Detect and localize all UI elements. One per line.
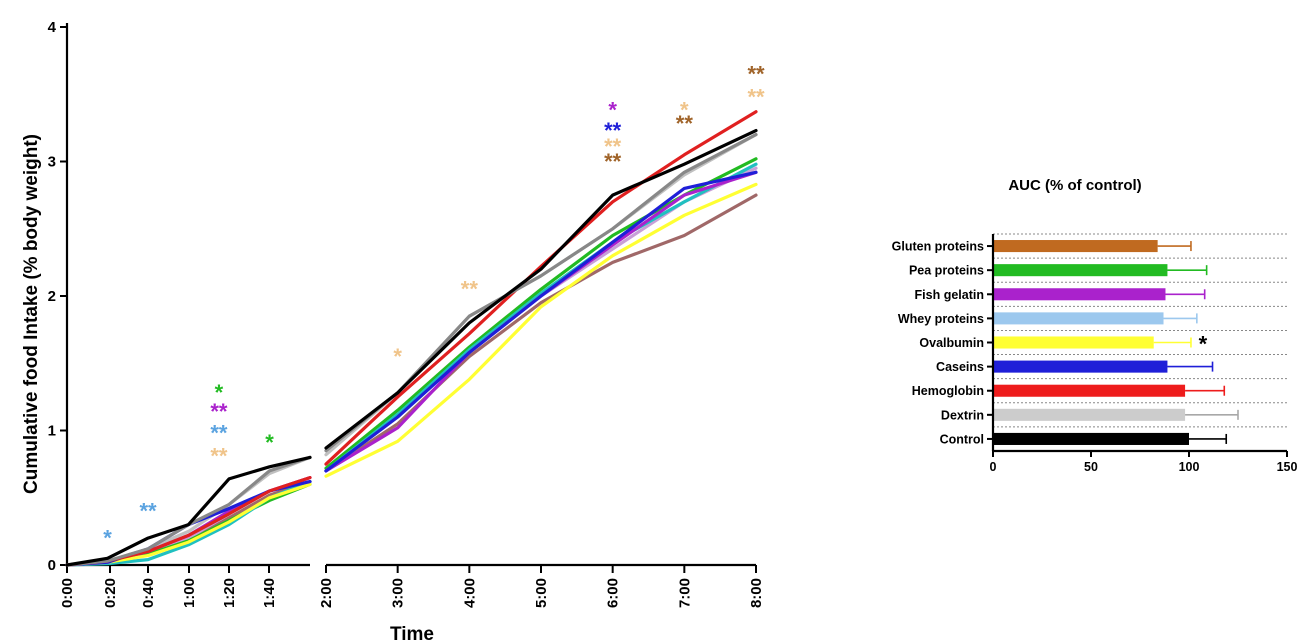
auc-x-tick-label: 100 [1179, 460, 1200, 474]
x-tick-label: 5:00 [533, 578, 550, 608]
series-line-11-seg2 [324, 129, 758, 450]
series-line-9-seg2 [324, 110, 758, 466]
y-tick-label: 4 [48, 19, 57, 36]
y-axis-title: Cumulative food Intake (% body weight) [21, 134, 42, 494]
auc-bar-chart: AUC (% of control) Gluten proteins Pea pro… [892, 177, 1298, 474]
auc-bar [993, 432, 1189, 445]
auc-bar [993, 408, 1186, 421]
cumulative-intake-line-chart: 0 1 2 3 4 Cumulative food Intake (% body weig… [21, 19, 765, 644]
category-label: Dextrin [941, 408, 984, 422]
y-tick-label: 0 [48, 557, 56, 574]
y-tick-label: 1 [48, 423, 56, 440]
significance-mark: * [680, 98, 689, 123]
significance-mark: ** [210, 399, 228, 424]
x-tick-label: 8:00 [748, 578, 765, 608]
x-tick-label: 0:00 [59, 578, 76, 608]
significance-mark: ** [604, 134, 622, 159]
series-line-5-seg2 [324, 162, 758, 473]
significance-mark: * [608, 98, 617, 123]
significance-mark: * [265, 430, 274, 455]
auc-bar [993, 240, 1158, 253]
category-label: Fish gelatin [915, 288, 984, 302]
x-tick-label: 0:20 [102, 578, 119, 608]
significance-mark: * [393, 344, 402, 369]
auc-x-tick-label: 150 [1277, 460, 1298, 474]
y-tick-label: 3 [48, 154, 56, 171]
auc-bar [993, 336, 1154, 349]
category-label: Control [940, 432, 984, 446]
x-axis-title: Time [390, 624, 434, 644]
significance-mark: ** [139, 499, 157, 524]
auc-chart-title: AUC (% of control) [1008, 177, 1141, 194]
category-label: Ovalbumin [919, 336, 984, 350]
category-label: Gluten proteins [892, 240, 984, 254]
series-line-6-seg2 [324, 170, 758, 473]
x-tick-label: 0:40 [140, 578, 157, 608]
series-line-2-seg2 [324, 193, 758, 473]
auc-bar [993, 384, 1186, 397]
x-tick-label: 3:00 [390, 578, 407, 608]
series-line-8-seg2 [324, 170, 758, 473]
significance-mark: * [103, 525, 112, 550]
auc-bar [993, 264, 1168, 277]
auc-significance-mark: * [1199, 332, 1208, 357]
series-line-7-seg2 [324, 182, 758, 478]
significance-mark: ** [210, 421, 228, 446]
significance-mark: ** [747, 84, 765, 109]
significance-mark: ** [676, 111, 694, 136]
y-tick-label: 2 [48, 288, 56, 305]
significance-mark: ** [461, 277, 479, 302]
auc-bar [993, 312, 1164, 325]
auc-x-tick-label: 0 [990, 460, 997, 474]
significance-mark: ** [747, 61, 765, 86]
series-line-11-seg1 [65, 455, 312, 567]
x-tick-label: 7:00 [676, 578, 693, 608]
significance-mark: * [215, 380, 224, 405]
x-tick-label: 4:00 [461, 578, 478, 608]
category-label: Whey proteins [898, 312, 984, 326]
category-label: Pea proteins [909, 264, 984, 278]
x-tick-label: 1:40 [261, 578, 278, 608]
x-tick-label: 6:00 [605, 578, 622, 608]
x-tick-label: 2:00 [318, 578, 335, 608]
significance-mark: ** [210, 443, 228, 468]
x-tick-label: 1:20 [221, 578, 238, 608]
x-tick-label: 1:00 [181, 578, 198, 608]
category-label: Caseins [936, 360, 984, 374]
auc-bar [993, 360, 1168, 373]
series-line-9-seg1 [65, 476, 312, 567]
auc-bar [993, 288, 1166, 301]
significance-mark: ** [604, 118, 622, 143]
auc-x-tick-label: 50 [1084, 460, 1098, 474]
category-label: Hemoglobin [912, 384, 984, 398]
significance-mark: ** [604, 149, 622, 174]
